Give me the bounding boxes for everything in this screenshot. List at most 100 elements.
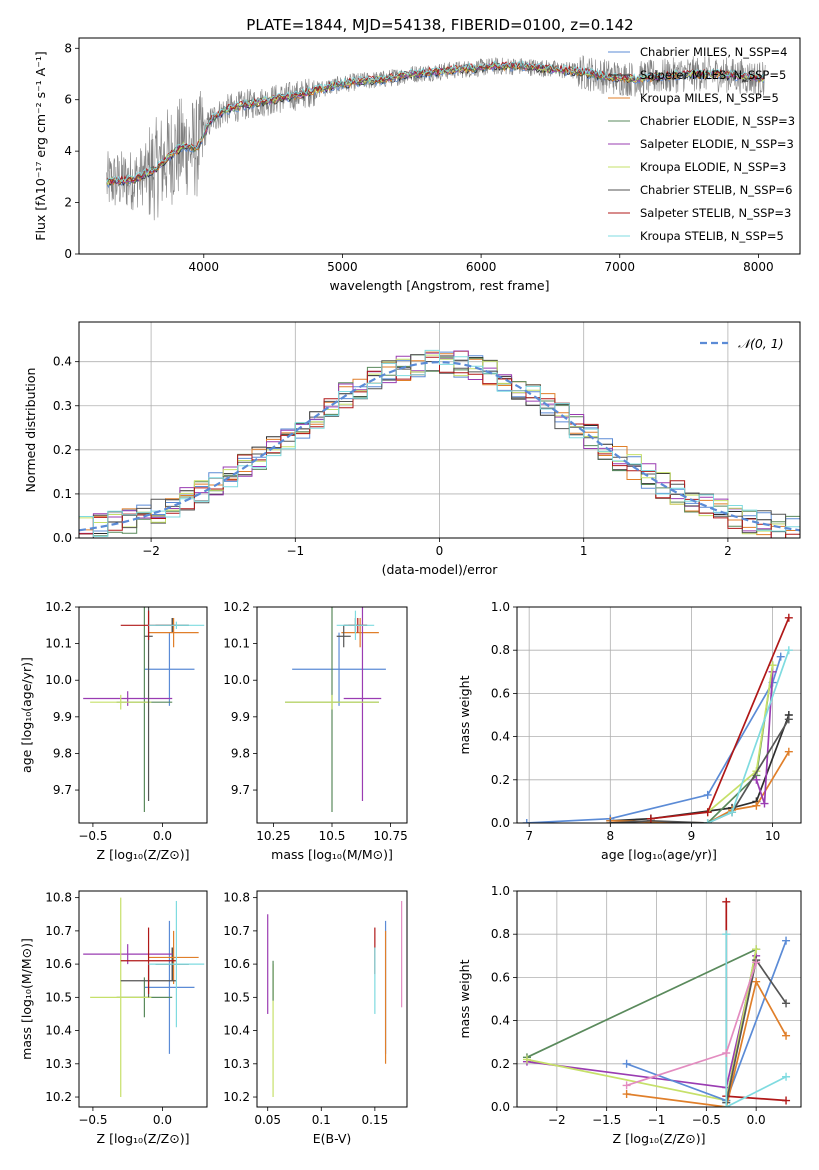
error-bar-point: [144, 632, 195, 706]
mass-weight-marker: [752, 958, 761, 967]
mass-weight-line: [526, 949, 758, 1102]
plot-area: [522, 613, 793, 823]
y-tick-label: 10.3: [223, 1057, 250, 1071]
plot-area: [79, 349, 800, 538]
mass-weight-line: [610, 718, 790, 823]
y-tick-label: 0.4: [491, 1014, 510, 1028]
y-tick-label: 10.2: [45, 1090, 72, 1104]
mass-weight-marker: [522, 819, 531, 823]
error-bar-point: [285, 694, 379, 710]
mass-weight-marker: [768, 661, 777, 670]
mass-vs-ebv-panel: 0.05 0.1 0.15 10.2 10.3 10.4 10.5 10.6 10.7 10.8 E…: [223, 890, 408, 1146]
y-tick-label: 10.0: [45, 673, 72, 687]
age-vs-metallicity-panel: −0.5 0.0 9.7 9.8 9.9 10.0 10.1 10.2 Z [log₁₀(Z/Z…: [19, 600, 208, 862]
mass-weight-marker: [784, 747, 793, 756]
legend-entry: Salpeter ELODIE, N_SSP=3: [640, 137, 794, 151]
mass-weight-marker: [752, 801, 761, 810]
mass-weight-marker: [776, 652, 785, 661]
y-tick-label: 9.8: [53, 746, 72, 760]
y-tick-label: 0.3: [53, 399, 72, 413]
x-axis-label: wavelength [Angstrom, rest frame]: [329, 278, 549, 293]
error-bar-point: [343, 607, 382, 802]
residual-histogram-panel: −2 −1 0 1 2 0.0 0.1 0.2 0.3 0.4 (data-model)/error…: [23, 321, 801, 577]
x-tick-label: 10: [765, 829, 780, 843]
y-tick-label: 10.6: [223, 957, 250, 971]
axes-frame: [78, 37, 801, 255]
y-axis-label: mass weight: [457, 675, 472, 754]
y-tick-label: 10.6: [45, 957, 72, 971]
legend-entry: Chabrier ELODIE, N_SSP=3: [640, 114, 795, 128]
x-tick-label: 0.15: [361, 1113, 388, 1127]
x-axis-label: Z [log₁₀(Z/Z⊙)]: [97, 847, 190, 862]
x-tick-label: 0.05: [254, 1113, 281, 1127]
y-tick-label: 9.7: [231, 783, 250, 797]
error-bar-point: [120, 927, 177, 995]
mass-weight-marker: [752, 945, 761, 954]
mass-weight-marker: [622, 1059, 631, 1068]
x-tick-label: 0.0: [153, 829, 172, 843]
y-tick-label: 1.0: [491, 884, 510, 898]
error-bar-point: [148, 930, 199, 985]
mass-weight-marker: [703, 790, 712, 799]
plot-area: [106, 55, 766, 221]
y-tick-label: 4: [64, 144, 72, 158]
mass-weight-marker: [722, 897, 731, 906]
mass-vs-metallicity-panel: −0.5 0.0 10.2 10.3 10.4 10.5 10.6 10.7 10.8 Z [lo…: [19, 890, 208, 1146]
mass-weight-marker: [728, 808, 737, 817]
plot-area: [285, 607, 386, 813]
mass-weight-marker: [522, 1055, 531, 1064]
massweight-vs-metallicity-panel: −2 −1.5 −1 −0.5 0.0 0.0 0.2 0.4 0.6 0.8 1.0 Z [log₁…: [457, 884, 802, 1146]
y-axis-label: age [log₁₀(age/yr)]: [19, 657, 34, 773]
mass-weight-marker: [784, 715, 793, 724]
histogram-step: [79, 349, 800, 537]
y-tick-label: 0.6: [491, 970, 510, 984]
error-bar-point: [336, 610, 375, 640]
y-tick-label: 0.0: [53, 531, 72, 545]
mass-weight-marker: [784, 646, 793, 655]
y-axis-label: Flux [fλ10⁻¹⁷ erg cm⁻² s⁻¹ A⁻¹]: [33, 51, 48, 240]
mass-weight-marker: [646, 814, 655, 823]
y-tick-label: 10.7: [45, 924, 72, 938]
y-tick-label: 0.2: [491, 773, 510, 787]
y-tick-label: 0.0: [491, 1100, 510, 1114]
y-tick-label: 8: [64, 41, 72, 55]
x-axis-label: Z [log₁₀(Z/Z⊙)]: [613, 1131, 706, 1146]
x-tick-label: −1: [286, 544, 304, 558]
error-bar-point: [148, 900, 205, 1028]
x-tick-label: 10.25: [256, 829, 290, 843]
spectrum-panel: 4000 5000 6000 7000 8000 0 2 4 6 8 wavelength [Ang…: [33, 37, 801, 293]
legend-entry: Kroupa STELIB, N_SSP=5: [640, 229, 784, 243]
x-tick-label: 8000: [743, 260, 774, 274]
x-tick-label: −0.5: [78, 1113, 107, 1127]
mass-weight-marker: [622, 1090, 631, 1099]
mass-weight-marker: [782, 1031, 791, 1040]
x-axis-label: mass [log₁₀(M/M⊙)]: [271, 847, 393, 862]
y-tick-label: 10.8: [223, 891, 250, 905]
y-tick-label: 10.8: [45, 891, 72, 905]
y-tick-label: 10.3: [45, 1057, 72, 1071]
error-bar-point: [148, 621, 205, 629]
y-tick-label: 0.4: [53, 355, 72, 369]
y-tick-label: 9.7: [53, 783, 72, 797]
x-axis-label: E(B-V): [313, 1131, 352, 1146]
y-tick-label: 10.4: [45, 1024, 72, 1038]
legend-entry: Chabrier STELIB, N_SSP=6: [640, 183, 792, 197]
y-tick-label: 10.1: [223, 637, 250, 651]
plot-area: [522, 897, 791, 1107]
plot-area: [267, 900, 403, 1098]
mass-weight-marker: [782, 1096, 791, 1105]
y-tick-label: 0.2: [53, 443, 72, 457]
y-tick-label: 10.0: [223, 673, 250, 687]
axes-frame: [516, 606, 802, 824]
legend-entry: Kroupa ELODIE, N_SSP=3: [640, 160, 786, 174]
y-tick-label: 10.5: [45, 990, 72, 1004]
mass-weight-marker: [784, 613, 793, 622]
legend-entry: Salpeter STELIB, N_SSP=3: [640, 206, 791, 220]
y-tick-label: 2: [64, 196, 72, 210]
mass-weight-marker: [703, 808, 712, 817]
y-axis-label: Normed distribution: [23, 368, 38, 493]
x-tick-label: 7000: [604, 260, 635, 274]
y-tick-label: 10.1: [45, 637, 72, 651]
y-tick-label: 9.9: [53, 710, 72, 724]
